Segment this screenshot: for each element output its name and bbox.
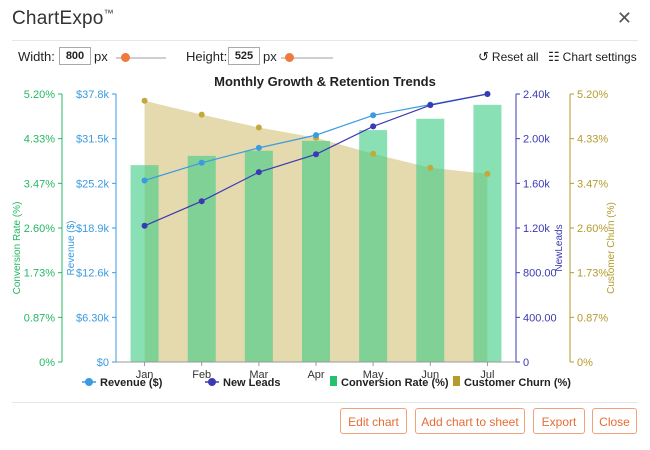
width-slider-track[interactable] <box>116 57 166 59</box>
churn-axis-title: Customer Churn (%) <box>606 202 617 294</box>
legend-label: Revenue ($) <box>100 377 163 389</box>
leads-point <box>255 169 262 176</box>
reset-all-button[interactable]: ↺ Reset all <box>478 49 539 64</box>
churn-point <box>484 170 491 177</box>
conversion-bar <box>130 165 159 362</box>
conversion-bar <box>359 130 388 362</box>
revenue-axis-tick-label: $0 <box>97 357 109 369</box>
churn-axis-tick-label: 4.33% <box>577 134 608 146</box>
revenue-axis-tick-label: $18.9k <box>76 223 110 235</box>
close-button[interactable]: Close <box>592 408 637 434</box>
leads-point <box>427 102 434 109</box>
churn-point <box>255 124 262 131</box>
toolbar: Width: 800 px Height: 525 px ↺ Reset all … <box>0 44 650 70</box>
leads-point <box>313 151 319 158</box>
churn-point <box>427 164 434 171</box>
revenue-point <box>255 144 262 151</box>
chart-title: Monthly Growth & Retention Trends <box>214 74 436 89</box>
conversion-axis-tick-label: 1.73% <box>24 268 55 280</box>
height-unit: px <box>263 49 277 64</box>
add-chart-to-sheet-button[interactable]: Add chart to sheet <box>415 408 525 434</box>
churn-axis-tick-label: 2.60% <box>577 223 608 235</box>
export-button[interactable]: Export <box>533 408 585 434</box>
leads-axis-tick-label: 400.00 <box>523 312 557 324</box>
leads-point <box>484 91 491 97</box>
revenue-point <box>370 112 377 119</box>
revenue-point <box>141 177 148 184</box>
revenue-axis-title: Revenue ($) <box>66 220 77 275</box>
conversion-axis-tick-label: 4.33% <box>24 134 55 146</box>
header-divider <box>12 40 638 41</box>
x-tick-label: Feb <box>192 369 211 381</box>
conversion-axis-tick-label: 3.47% <box>24 178 55 190</box>
height-slider-track[interactable] <box>281 57 333 59</box>
legend-dot-marker <box>85 378 93 386</box>
close-icon[interactable]: ✕ <box>616 8 632 28</box>
conversion-axis-title: Conversion Rate (%) <box>12 202 23 295</box>
footer-divider <box>12 402 638 403</box>
x-tick-label: Mar <box>249 369 268 381</box>
height-input[interactable]: 525 <box>228 47 260 65</box>
x-tick-label: Jan <box>136 369 154 381</box>
x-tick-label: May <box>363 369 384 381</box>
leads-axis-tick-label: 0 <box>523 357 529 369</box>
x-tick-label: Jun <box>421 369 439 381</box>
churn-point <box>198 111 205 118</box>
revenue-point <box>313 132 319 139</box>
leads-axis-title: NewLeads <box>554 224 565 271</box>
conversion-bar <box>473 104 502 363</box>
legend-swatch <box>330 376 337 386</box>
dialog-titlebar: ChartExpo™ ✕ <box>0 0 650 40</box>
revenue-axis-tick-label: $12.6k <box>76 268 110 280</box>
chart-area: Monthly Growth & Retention Trends 0% 0.87… <box>12 74 617 389</box>
revenue-axis-tick-label: $6.30k <box>76 312 110 324</box>
conversion-bar <box>302 140 330 362</box>
width-slider-handle[interactable] <box>121 53 130 62</box>
reset-icon: ↺ <box>478 49 489 64</box>
width-input[interactable]: 800 <box>59 47 91 65</box>
churn-point <box>370 150 377 157</box>
revenue-point <box>198 159 205 166</box>
leads-axis-tick-label: 2.00k <box>523 134 550 146</box>
width-label: Width: <box>18 49 55 64</box>
churn-axis-tick-label: 3.47% <box>577 178 608 190</box>
leads-axis-tick-label: 1.60k <box>523 178 550 190</box>
churn-axis-tick-label: 0% <box>577 357 593 369</box>
conversion-axis-tick-label: 0.87% <box>24 312 55 324</box>
settings-sliders-icon: ☷ <box>548 49 560 64</box>
height-label: Height: <box>186 49 228 64</box>
edit-chart-button[interactable]: Edit chart <box>340 408 407 434</box>
x-tick-label: Jul <box>480 369 494 381</box>
conversion-axis-tick-label: 5.20% <box>24 89 55 101</box>
revenue-axis-tick-label: $37.8k <box>76 89 110 101</box>
x-tick-label: Apr <box>307 369 324 381</box>
height-slider-handle[interactable] <box>285 53 294 62</box>
leads-axis-tick-label: 800.00 <box>523 268 557 280</box>
revenue-axis-tick-label: $31.5k <box>76 134 110 146</box>
leads-point <box>141 222 148 229</box>
legend-dot-marker <box>208 378 216 386</box>
conversion-axis-tick-label: 2.60% <box>24 223 55 235</box>
width-unit: px <box>94 49 108 64</box>
leads-axis-tick-label: 1.20k <box>523 223 550 235</box>
churn-axis-tick-label: 1.73% <box>577 268 608 280</box>
churn-axis-tick-label: 5.20% <box>577 89 608 101</box>
leads-point <box>370 123 377 130</box>
conversion-axis-tick-label: 0% <box>39 357 55 369</box>
chart-settings-button[interactable]: ☷ Chart settings <box>548 49 637 64</box>
legend-label: Customer Churn (%) <box>464 377 571 389</box>
conversion-bar <box>416 118 445 362</box>
churn-axis-tick-label: 0.87% <box>577 312 608 324</box>
revenue-axis-tick-label: $25.2k <box>76 178 110 190</box>
churn-point <box>141 97 148 104</box>
legend-swatch <box>453 376 460 386</box>
leads-point <box>198 198 205 205</box>
leads-axis-tick-label: 2.40k <box>523 89 550 101</box>
conversion-bar <box>187 155 216 362</box>
legend-label: Conversion Rate (%) <box>341 377 449 389</box>
app-title: ChartExpo™ <box>12 8 114 29</box>
conversion-bar <box>244 150 273 362</box>
legend-label: New Leads <box>223 377 280 389</box>
